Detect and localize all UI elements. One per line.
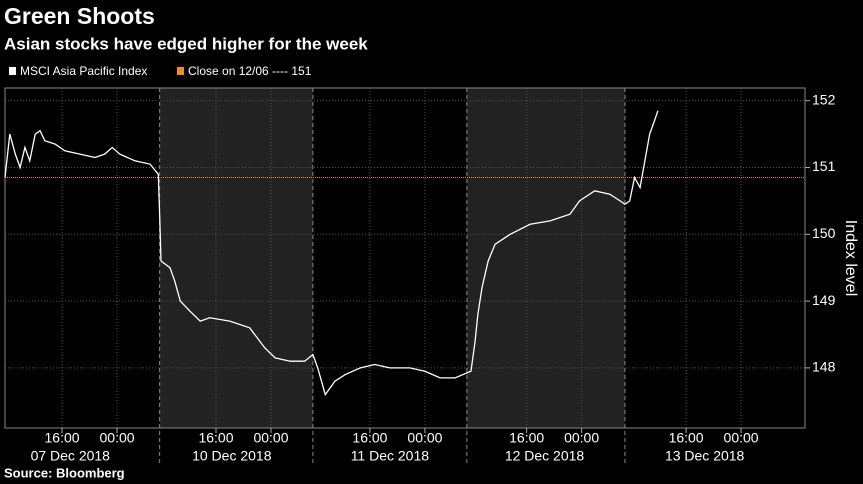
x-tick-label: 00:00 <box>724 430 759 446</box>
date-label: 13 Dec 2018 <box>665 448 745 464</box>
x-tick-label: 16:00 <box>509 430 544 446</box>
x-tick-label: 00:00 <box>253 430 288 446</box>
date-label: 11 Dec 2018 <box>351 448 430 464</box>
shaded-session <box>159 88 313 428</box>
x-tick-label: 16:00 <box>352 430 387 446</box>
x-tick-label: 16:00 <box>45 430 80 446</box>
plot-frame <box>4 87 806 429</box>
source: Source: Bloomberg <box>4 465 125 480</box>
chart-subtitle: Asian stocks have edged higher for the w… <box>4 34 368 53</box>
x-tick-label: 00:00 <box>564 430 599 446</box>
x-tick-label: 00:00 <box>100 430 135 446</box>
legend-label: Close on 12/06 ---- 151 <box>188 64 312 78</box>
y-tick-label: 150 <box>812 225 836 241</box>
y-axis-label: Index level <box>842 220 859 297</box>
legend-swatch <box>9 67 16 75</box>
chart-title: Green Shoots <box>4 3 155 29</box>
x-tick-label: 16:00 <box>669 430 704 446</box>
legend-swatch <box>177 67 184 75</box>
y-tick-label: 149 <box>812 292 836 308</box>
x-tick-label: 16:00 <box>198 430 233 446</box>
series-line <box>4 110 659 397</box>
legend-label: MSCI Asia Pacific Index <box>20 64 147 78</box>
y-tick-label: 148 <box>812 359 836 375</box>
date-label: 07 Dec 2018 <box>31 448 111 464</box>
x-tick-label: 00:00 <box>407 430 442 446</box>
y-tick-label: 152 <box>812 91 836 107</box>
date-label: 10 Dec 2018 <box>192 448 272 464</box>
shaded-session <box>466 88 625 428</box>
y-tick-label: 151 <box>812 158 836 174</box>
date-label: 12 Dec 2018 <box>505 448 585 464</box>
